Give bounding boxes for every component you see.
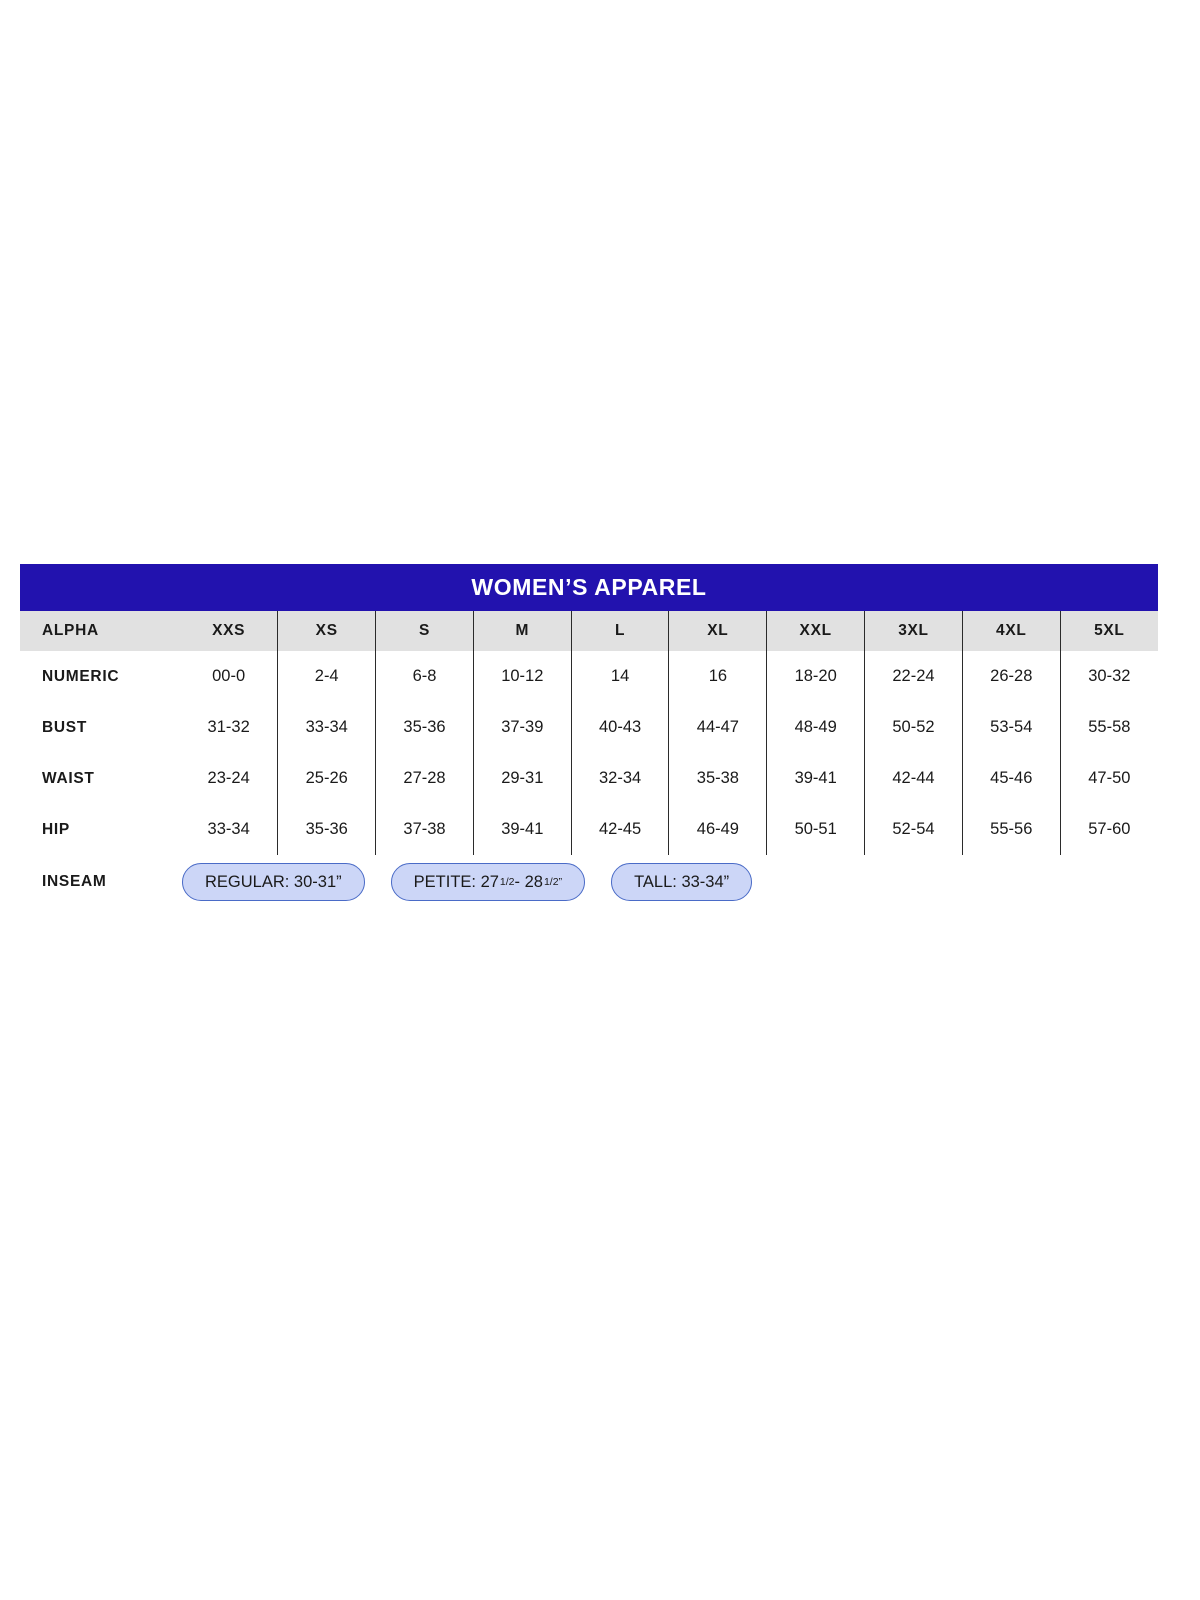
column-header-xxs: XXS [212,622,246,639]
cell-waist-xxs: 23-24 [180,753,278,804]
inseam-option-petite[interactable]: PETITE: 27 1/2 - 28 1/2” [390,863,586,901]
row-label-inseam: INSEAM [20,855,180,909]
row-label-hip: HIP [20,804,180,855]
cell-hip-s: 37-38 [375,804,474,855]
cell-numeric-5xl: 30-32 [1059,651,1158,702]
cell-numeric-4xl: 26-28 [961,651,1061,702]
size-chart: WOMEN’S APPAREL ALPHA XXS XS S M L XL XX… [20,564,1158,909]
column-header-3xl: 3XL [864,611,963,651]
cell-numeric-xl: 16 [668,651,767,702]
table-row: WAIST 23-24 25-26 27-28 29-31 32-34 35-3… [20,753,1158,804]
cell-hip-xl: 46-49 [668,804,767,855]
cell-bust-xs: 33-34 [277,702,376,753]
cell-bust-3xl: 50-52 [864,702,963,753]
row-label-waist: WAIST [20,753,180,804]
cell-numeric-s: 6-8 [375,651,474,702]
table-header-row: ALPHA XXS XS S M L XL XXL 3XL 4XL 5XL [20,611,1158,651]
cell-numeric-xs: 2-4 [277,651,376,702]
column-header-alpha: ALPHA [42,622,99,639]
inseam-option-regular[interactable]: REGULAR: 30-31” [182,863,365,901]
page-title: WOMEN’S APPAREL [471,574,707,600]
cell-bust-l: 40-43 [570,702,669,753]
cell-bust-m: 37-39 [472,702,572,753]
cell-waist-xl: 35-38 [668,753,767,804]
column-header-xl: XL [668,611,767,651]
inseam-options-cell: REGULAR: 30-31” PETITE: 27 1/2 - 28 1/2” T… [180,855,1158,909]
cell-hip-3xl: 52-54 [864,804,963,855]
cell-bust-s: 35-36 [375,702,474,753]
inseam-options: REGULAR: 30-31” PETITE: 27 1/2 - 28 1/2” T… [180,863,1158,901]
cell-bust-xxl: 48-49 [766,702,865,753]
cell-numeric-m: 10-12 [472,651,572,702]
cell-hip-5xl: 57-60 [1059,804,1158,855]
cell-numeric-xxl: 18-20 [766,651,865,702]
column-header-5xl: 5XL [1059,611,1158,651]
cell-hip-m: 39-41 [472,804,572,855]
row-label-numeric: NUMERIC [20,651,180,702]
cell-bust-xl: 44-47 [668,702,767,753]
row-label-bust: BUST [20,702,180,753]
column-header-m: M [472,611,572,651]
table-row: HIP 33-34 35-36 37-38 39-41 42-45 46-49 … [20,804,1158,855]
cell-waist-5xl: 47-50 [1059,753,1158,804]
cell-waist-l: 32-34 [570,753,669,804]
cell-bust-4xl: 53-54 [961,702,1061,753]
cell-hip-xxs: 33-34 [180,804,278,855]
chart-title-bar: WOMEN’S APPAREL [20,564,1158,611]
cell-hip-4xl: 55-56 [961,804,1061,855]
cell-waist-xxl: 39-41 [766,753,865,804]
cell-waist-s: 27-28 [375,753,474,804]
cell-hip-xxl: 50-51 [766,804,865,855]
column-header-xxl: XXL [766,611,865,651]
cell-bust-5xl: 55-58 [1059,702,1158,753]
inseam-petite-label-mid: - 28 [514,872,543,891]
table-row: BUST 31-32 33-34 35-36 37-39 40-43 44-47… [20,702,1158,753]
inseam-row: INSEAM REGULAR: 30-31” PETITE: 27 1/2 - 2… [20,855,1158,909]
cell-waist-3xl: 42-44 [864,753,963,804]
column-header-xs: XS [277,611,376,651]
inseam-petite-label: PETITE: 27 [413,872,499,891]
inseam-option-tall[interactable]: TALL: 33-34” [611,863,753,901]
cell-numeric-l: 14 [570,651,669,702]
cell-numeric-xxs: 00-0 [180,651,278,702]
cell-hip-xs: 35-36 [277,804,376,855]
cell-waist-xs: 25-26 [277,753,376,804]
column-header-4xl: 4XL [961,611,1061,651]
inseam-regular-label: REGULAR: 30-31” [205,872,342,891]
column-header-l: L [570,611,669,651]
cell-waist-m: 29-31 [472,753,572,804]
inseam-tall-label: TALL: 33-34” [634,872,730,891]
cell-numeric-3xl: 22-24 [864,651,963,702]
table-row: NUMERIC 00-0 2-4 6-8 10-12 14 16 18-20 2… [20,651,1158,702]
cell-waist-4xl: 45-46 [961,753,1061,804]
column-header-s: S [375,611,474,651]
cell-bust-xxs: 31-32 [180,702,278,753]
cell-hip-l: 42-45 [570,804,669,855]
size-chart-table: ALPHA XXS XS S M L XL XXL 3XL 4XL 5XL NU… [20,611,1158,909]
